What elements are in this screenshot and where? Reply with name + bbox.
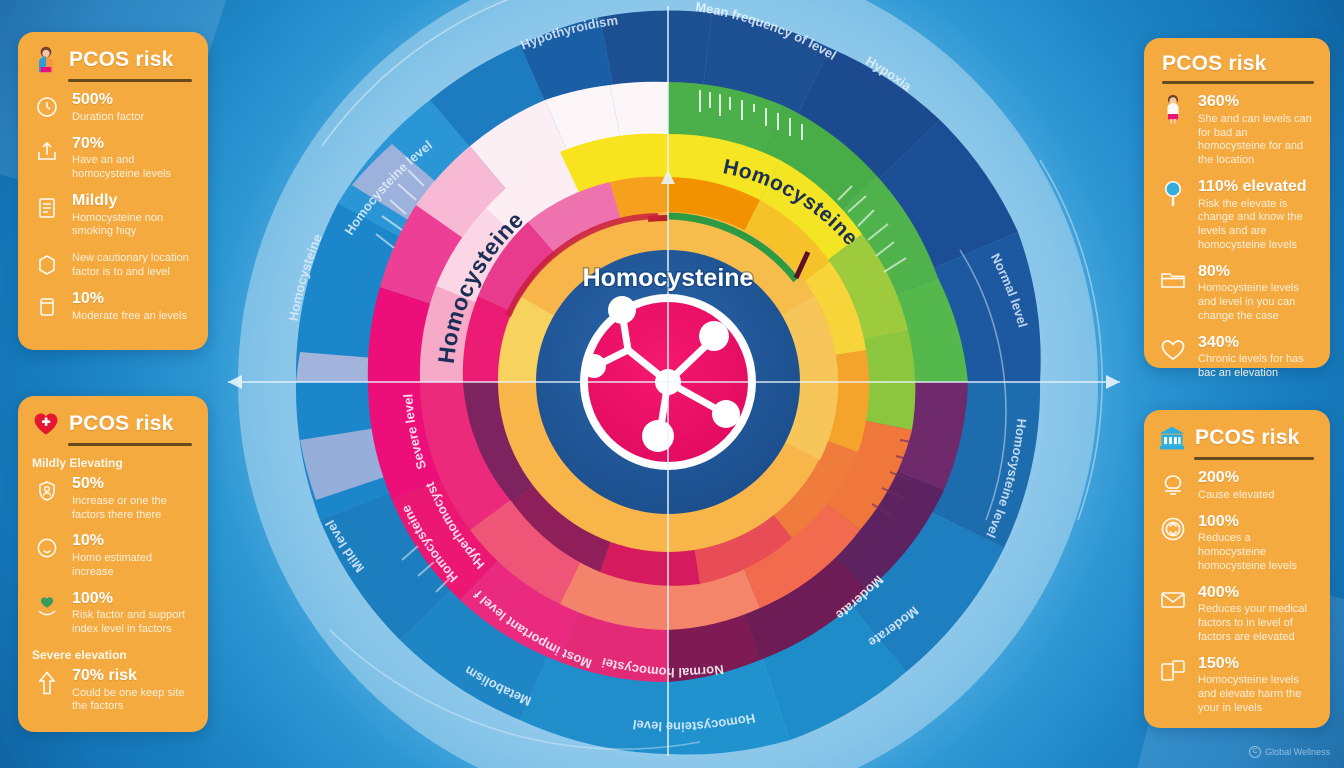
stat-value: 400% xyxy=(1198,583,1239,601)
document-icon xyxy=(32,193,62,223)
stat-desc: Moderate free an levels xyxy=(72,309,187,322)
stat-value: 360% xyxy=(1198,93,1239,110)
center-title: Homocysteine xyxy=(583,264,754,292)
copyright-icon: C xyxy=(1249,746,1262,758)
lamp-icon xyxy=(1158,470,1188,500)
stat-value: 10% xyxy=(72,532,105,550)
hand-heart-icon xyxy=(32,591,62,621)
stat-value: 70% risk xyxy=(72,666,137,684)
list-item[interactable]: 70% risk Could be one keep site the fact… xyxy=(32,666,192,714)
card-title: PCOS risk xyxy=(1195,426,1300,449)
woman-standing-icon xyxy=(1158,94,1188,124)
stat-desc: Reduces a homocysteine homocysteine leve… xyxy=(1198,532,1298,572)
watermark-text: Global Wellness xyxy=(1265,747,1330,757)
stat-desc: Chronic levels for has bac an elevation xyxy=(1198,353,1304,380)
list-item[interactable]: 150% Homocysteine levels and elevate har… xyxy=(1158,654,1314,716)
card-divider xyxy=(1162,81,1314,84)
card-divider xyxy=(68,443,192,446)
recycle-icon xyxy=(1158,514,1188,544)
heart-plus-icon xyxy=(34,413,58,435)
stat-value: 80% xyxy=(1198,262,1231,280)
stat-value: 10% xyxy=(72,290,105,308)
molecule-icon xyxy=(582,296,740,452)
wheel-tick-marks xyxy=(375,90,923,593)
stat-value: 500% xyxy=(72,91,113,108)
card-title: PCOS risk xyxy=(69,412,174,435)
stat-desc: Risk the elevate is change and know the … xyxy=(1198,197,1303,251)
stat-desc: Risk factor and support index level in f… xyxy=(72,609,186,636)
container-icon xyxy=(32,291,62,321)
stat-value: 100% xyxy=(72,589,113,607)
stat-desc: Homocysteine levels and elevate harm the… xyxy=(1198,674,1302,714)
list-item[interactable]: 360% She and can levels can for bad an h… xyxy=(1158,93,1314,168)
stat-desc: Homocysteine non smoking hiqy xyxy=(72,211,164,238)
card-bottom-left[interactable]: PCOS risk Mildly Elevating 50% Increase … xyxy=(18,396,208,732)
list-item[interactable]: 100% Risk factor and support index level… xyxy=(32,589,192,637)
list-item[interactable]: Mildly Homocysteine non smoking hiqy xyxy=(32,191,192,239)
list-item[interactable]: 10% Moderate free an levels xyxy=(32,290,192,324)
stat-desc: Increase or one the factors there there xyxy=(72,494,167,521)
stat-desc: New cautionary location factor is to and… xyxy=(72,252,189,278)
upload-box-icon xyxy=(32,136,62,166)
list-item[interactable]: 50% Increase or one the factors there th… xyxy=(32,475,192,522)
list-item[interactable]: 400% Reduces your medical factors to in … xyxy=(1158,583,1314,645)
folder-icon xyxy=(1158,264,1188,294)
cards-icon xyxy=(1158,656,1188,686)
arrow-up-icon xyxy=(32,668,62,698)
envelope-icon xyxy=(1158,585,1188,615)
magnifier-icon xyxy=(1158,179,1188,209)
list-item[interactable]: New cautionary location factor is to and… xyxy=(32,250,192,280)
card-header: PCOS risk xyxy=(32,410,192,438)
stat-value: 200% xyxy=(1198,469,1239,486)
list-item[interactable]: 70% Have an and homocysteine levels xyxy=(32,134,192,182)
stat-value: 150% xyxy=(1198,654,1239,672)
wheel-axes xyxy=(228,0,1120,756)
stat-value: Mildly xyxy=(72,191,118,209)
card-top-left[interactable]: PCOS risk 500% Duration factor 70% Have … xyxy=(18,32,208,350)
list-item[interactable]: 100% Reduces a homocysteine homocysteine… xyxy=(1158,512,1314,574)
list-item[interactable]: 500% Duration factor xyxy=(32,91,192,125)
card-divider xyxy=(1194,457,1314,460)
stat-desc: Reduces your medical factors to in level… xyxy=(1198,603,1307,643)
list-item[interactable]: 10% Homo estimated increase xyxy=(32,532,192,579)
stat-value: 340% xyxy=(1198,333,1239,351)
stat-value: 110% elevated xyxy=(1198,177,1307,195)
card-header: PCOS risk xyxy=(1158,424,1314,452)
list-item[interactable]: 110% elevated Risk the elevate is change… xyxy=(1158,177,1314,253)
stat-desc: Cause elevated xyxy=(1198,488,1275,501)
heart-outline-icon xyxy=(1158,335,1188,365)
stat-desc: Homocysteine levels and level in you can… xyxy=(1198,282,1299,322)
group-label-top: Mildly Elevating xyxy=(32,456,123,470)
card-bottom-right[interactable]: PCOS risk 200% Cause elevated 100% xyxy=(1144,410,1330,728)
card-header: PCOS risk xyxy=(1158,52,1314,76)
shield-person-icon xyxy=(32,476,62,506)
bank-building-icon xyxy=(1159,426,1185,450)
card-header: PCOS risk xyxy=(32,46,192,74)
list-item[interactable]: 200% Cause elevated xyxy=(1158,469,1314,503)
list-item[interactable]: 80% Homocysteine levels and level in you… xyxy=(1158,262,1314,324)
card-title: PCOS risk xyxy=(1162,52,1267,75)
stat-desc: Homo estimated increase xyxy=(72,552,153,578)
hexagon-icon xyxy=(32,250,62,280)
stat-value: 50% xyxy=(72,475,105,492)
clock-icon xyxy=(32,92,62,122)
face-circle-icon xyxy=(32,533,62,563)
list-item[interactable]: 340% Chronic levels for has bac an eleva… xyxy=(1158,333,1314,381)
stat-value: 100% xyxy=(1198,512,1239,530)
stat-desc: Could be one keep site the factors xyxy=(72,686,185,713)
card-top-right[interactable]: PCOS risk 360% She and can levels can fo… xyxy=(1144,38,1330,379)
stat-desc: Duration factor xyxy=(72,110,145,123)
stat-value: 70% xyxy=(72,134,105,152)
stat-desc: Have an and homocysteine levels xyxy=(72,154,172,181)
watermark: C Global Wellness xyxy=(1249,746,1330,758)
stat-desc: She and can levels can for bad an homocy… xyxy=(1198,112,1312,167)
card-divider xyxy=(68,79,192,82)
woman-illustration-icon xyxy=(39,46,53,73)
card-title: PCOS risk xyxy=(69,48,174,71)
group-label-bottom: Severe elevation xyxy=(32,647,127,662)
